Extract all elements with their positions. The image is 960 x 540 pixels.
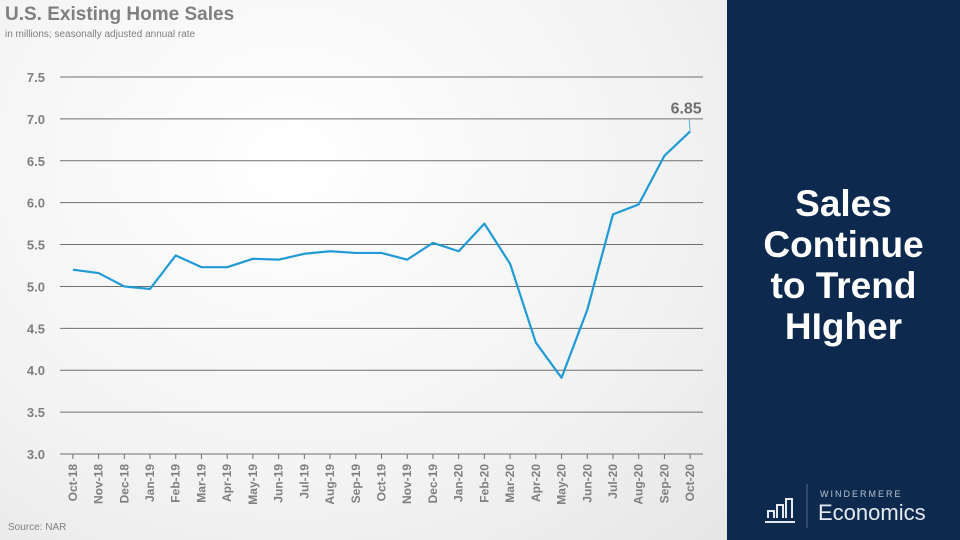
y-tick-label: 7.5 [27,70,45,85]
y-tick-label: 4.0 [27,363,45,378]
headline-line: Sales [795,183,892,224]
x-tick-label: Jan-20 [452,464,466,502]
x-tick-label: Oct-20 [683,464,697,502]
x-tick-label: Oct-19 [375,464,389,502]
headline-panel: Sales Continue to Trend HIgher [727,0,960,540]
y-tick-label: 7.0 [27,112,45,127]
bar-chart-logo-icon [765,484,808,528]
annotation-leader [688,119,691,132]
y-tick-label: 4.5 [27,321,45,336]
x-tick-label: May-19 [246,464,260,505]
x-tick-label: Mar-20 [503,464,517,503]
x-tick-label: Sep-20 [657,464,671,504]
chart-panel: U.S. Existing Home Sales in millions; se… [0,0,727,540]
data-label: 6.85 [671,100,702,117]
x-tick-label: Nov-19 [400,464,414,504]
x-tick-label: Jul-20 [606,464,620,499]
headline-line: Continue [763,224,924,265]
x-tick-label: Dec-18 [117,464,131,504]
x-tick-label: Nov-18 [92,464,106,504]
headline-line: to Trend [770,265,917,306]
series-line [72,130,691,379]
x-tick-label: Jun-20 [580,464,594,503]
headline-line: HIgher [784,306,903,347]
x-tick-label: Feb-20 [477,464,491,503]
y-tick-label: 3.0 [27,447,45,462]
y-tick-label: 5.5 [27,238,45,253]
source-note: Source: NAR [8,522,67,533]
x-tick-label: Mar-19 [194,464,208,503]
x-tick-label: Jun-19 [272,464,286,503]
brand-windermere: WINDERMERE [820,489,903,499]
headline: Sales Continue to Trend HIgher [727,183,960,347]
x-tick-label: May-20 [555,464,569,505]
y-tick-label: 3.5 [27,405,45,420]
brand-economics: Economics [818,500,926,525]
x-tick-label: Aug-20 [632,464,646,505]
x-tick-label: Dec-19 [426,464,440,504]
x-tick-label: Apr-19 [220,464,234,502]
chart-subtitle: in millions; seasonally adjusted annual … [5,29,196,40]
x-tick-label: Sep-19 [349,464,363,504]
x-tick-label: Oct-18 [66,464,80,502]
y-tick-label: 6.5 [27,154,45,169]
chart-title: U.S. Existing Home Sales [5,4,235,25]
x-tick-label: Apr-20 [529,464,543,502]
y-tick-label: 6.0 [27,196,45,211]
x-tick-label: Jul-19 [297,464,311,499]
line-chart: 3.0 3.5 4.0 4.5 5.0 5.5 6.0 6.5 7.0 7.5 Oct-18 Nov-… [27,70,703,505]
x-tick-label: Jan-19 [143,464,157,502]
x-tick-label: Aug-19 [323,464,337,505]
y-tick-label: 5.0 [27,279,45,294]
x-tick-label: Feb-19 [169,464,183,503]
